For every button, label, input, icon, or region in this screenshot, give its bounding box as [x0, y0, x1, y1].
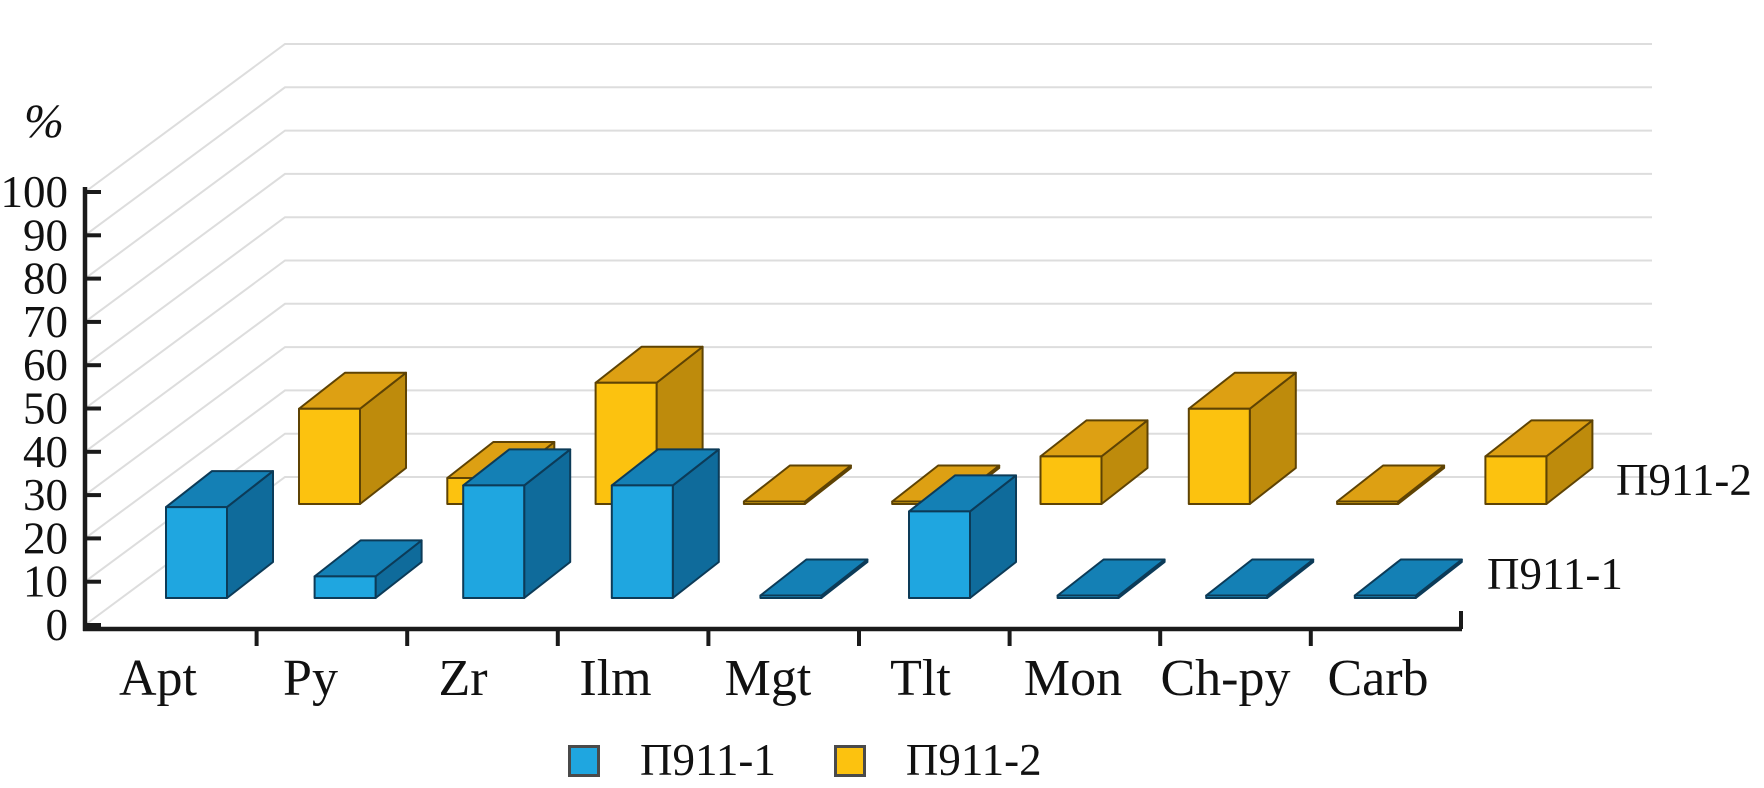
bar-П911-2-Ilm-front-face	[742, 500, 806, 505]
legend-label-series-2: П911-2	[905, 735, 1042, 785]
bar-П911-1-Mgt-front-face	[759, 594, 823, 599]
y-tick-label: 20	[23, 513, 68, 563]
y-tick-label: 0	[46, 600, 69, 650]
gridline	[84, 216, 1652, 367]
bar-П911-1-Tlt-front-face	[908, 510, 971, 599]
bar-П911-2-Ch-py-top-face	[1336, 464, 1446, 503]
x-category-label: Zr	[438, 650, 487, 707]
y-axis-title: %	[24, 95, 64, 148]
gridline	[84, 172, 1652, 323]
y-tick-label: 60	[23, 340, 68, 390]
y-tick-label: 50	[23, 384, 68, 434]
bar-П911-2-Apt-front-face	[298, 407, 361, 505]
gridline	[84, 302, 1652, 453]
x-category-label: Carb	[1327, 650, 1428, 707]
gridline	[84, 259, 1652, 410]
gridline	[84, 129, 1652, 280]
legend-item-series-2: П911-2	[833, 735, 1042, 785]
y-tick-label: 10	[23, 557, 68, 607]
bar-П911-1-Apt-front-face	[165, 506, 228, 600]
y-tick-label: 30	[23, 470, 68, 520]
legend-item-series-1: П911-1	[568, 738, 776, 783]
bar-П911-1-Carb-front-face	[1353, 594, 1417, 599]
legend-label-series-1: П911-1	[640, 735, 776, 785]
x-category-label: Ch-py	[1161, 650, 1291, 707]
y-tick-label: 100	[1, 167, 69, 217]
x-category-label: Mgt	[725, 650, 812, 707]
legend: П911-1 П911-2	[568, 738, 1042, 783]
bar-П911-1-Mgt-top-face	[759, 558, 869, 597]
bar-П911-1-Ch-py-front-face	[1205, 594, 1269, 599]
gridline	[84, 389, 1652, 540]
y-tick-label: 70	[23, 297, 68, 347]
row-label-series-2: П911-2	[1616, 455, 1752, 505]
y-tick-label: 90	[23, 210, 68, 260]
y-tick-label: 80	[23, 254, 68, 304]
gridline	[84, 346, 1652, 496]
bar-П911-2-Ilm-top-face	[742, 464, 852, 503]
y-tick-label: 40	[23, 427, 68, 477]
gridline	[84, 43, 1652, 193]
bar-П911-1-Mon-top-face	[1056, 558, 1166, 597]
row-label-series-1: П911-1	[1487, 549, 1623, 599]
x-category-label: Apt	[119, 650, 198, 707]
bar-П911-2-Ch-py-front-face	[1336, 500, 1400, 505]
bar-П911-2-Mon-front-face	[1187, 407, 1251, 505]
bar-П911-1-Py-front-face	[313, 575, 377, 599]
bar-П911-2-Tlt-front-face	[1039, 455, 1103, 505]
bar-П911-2-Carb-front-face	[1484, 455, 1548, 505]
bar-П911-1-Carb-top-face	[1353, 558, 1463, 597]
x-category-label: Tlt	[890, 650, 951, 707]
x-category-label: Py	[283, 650, 338, 707]
x-category-label: Ilm	[579, 650, 651, 707]
bar-П911-1-Mon-front-face	[1056, 594, 1120, 599]
legend-swatch-series-2	[833, 744, 866, 777]
gridline	[84, 86, 1652, 237]
bar-П911-1-Zr-front-face	[462, 484, 526, 600]
bar-П911-1-Ch-py-top-face	[1205, 558, 1315, 597]
bar-П911-1-Ilm-front-face	[610, 484, 674, 600]
legend-swatch-series-1	[568, 744, 600, 777]
x-category-label: Mon	[1024, 650, 1122, 707]
